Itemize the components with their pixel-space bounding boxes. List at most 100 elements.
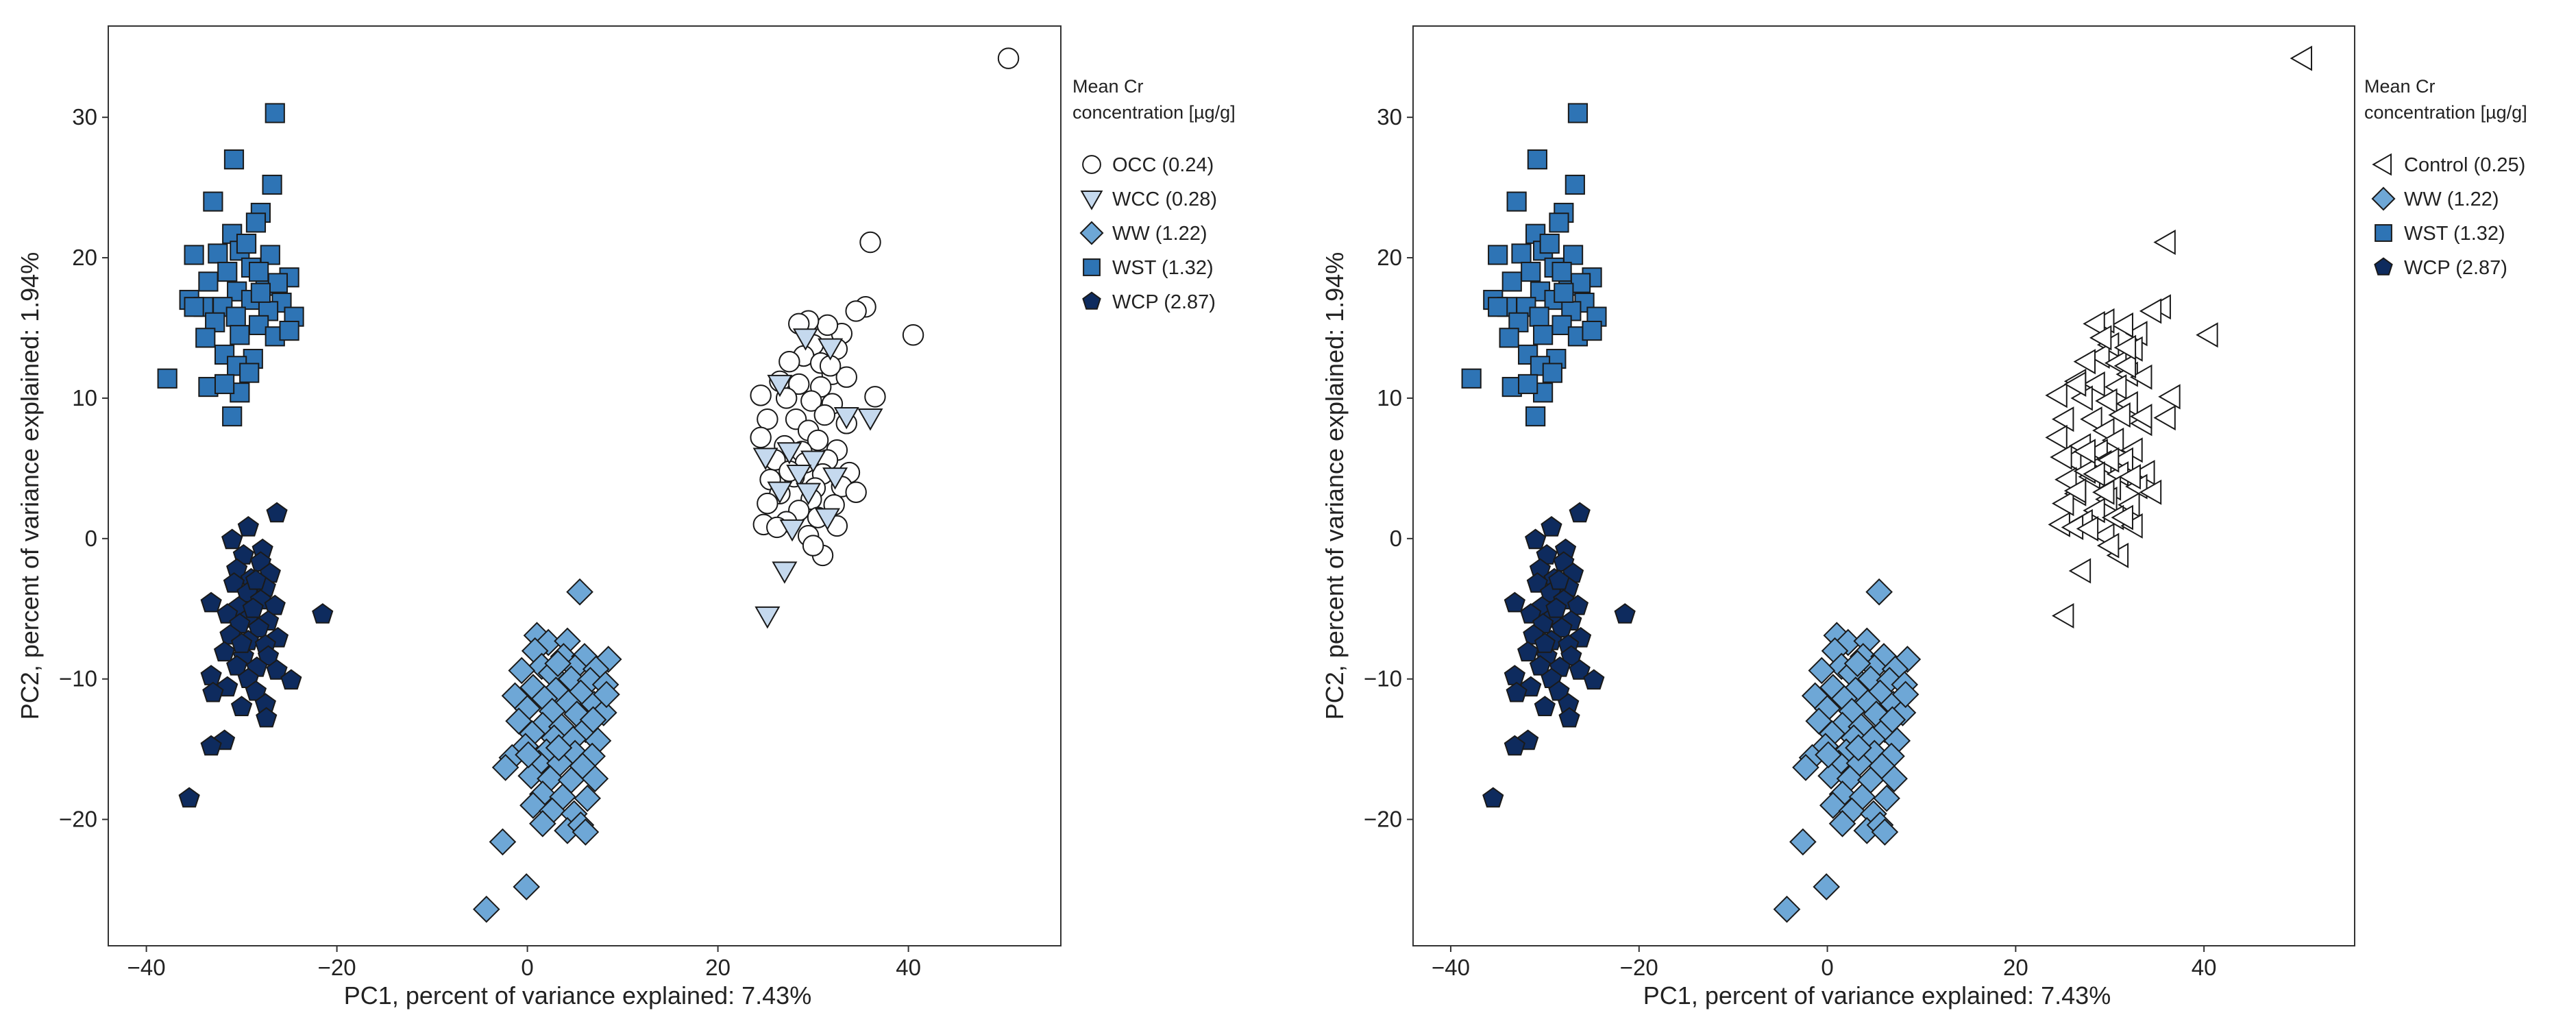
- data-point-WST: [1518, 374, 1538, 395]
- x-tick-label: 20: [2003, 955, 2028, 980]
- data-point-WCP: [202, 681, 224, 702]
- data-point-Control: [2083, 310, 2105, 337]
- data-point-WW: [515, 741, 542, 769]
- data-point-WST: [1511, 243, 1532, 264]
- data-point-WST: [1567, 103, 1588, 123]
- data-point-WCP: [230, 633, 253, 653]
- series-WST: [157, 103, 304, 427]
- data-point-WST: [1533, 325, 1554, 345]
- data-point-WCP: [266, 659, 288, 680]
- data-point-WST: [1488, 297, 1508, 317]
- data-point-WST: [262, 174, 282, 195]
- legend-label: WCP (2.87): [2404, 257, 2507, 279]
- x-tick-label: 0: [1821, 955, 1833, 980]
- legend-label: OCC (0.24): [1112, 154, 1214, 176]
- data-point-WST: [184, 245, 204, 265]
- data-point-OCC: [800, 390, 822, 412]
- data-point-WCP: [312, 603, 334, 624]
- data-point-Control: [2045, 382, 2068, 408]
- data-point-Control: [2068, 558, 2092, 584]
- data-point-Control: [2096, 447, 2120, 473]
- data-point-WCP: [217, 603, 238, 624]
- data-point-WST: [250, 282, 271, 303]
- data-point-WCP: [200, 591, 222, 613]
- data-point-WW: [1871, 818, 1899, 846]
- data-point-WST: [1549, 212, 1569, 233]
- data-point-WST: [1582, 321, 1602, 341]
- data-point-Control: [2051, 602, 2074, 629]
- data-point-OCC: [750, 426, 772, 449]
- data-point-OCC: [997, 47, 1020, 69]
- data-point-WCP: [237, 515, 259, 537]
- data-point-WCP: [248, 617, 270, 638]
- left-pca-panel: −40 −20 0 20 40 −20 −10 0 10 20 30 PC1, percent of …: [16, 25, 1236, 1010]
- data-point-OCC: [778, 350, 800, 373]
- data-point-WST: [1461, 368, 1482, 389]
- data-point-Control: [2095, 388, 2118, 414]
- y-tick-label: 20: [72, 245, 97, 270]
- data-point-Control: [2087, 343, 2110, 369]
- x-tick-label: −40: [1432, 955, 1470, 980]
- series-WW: [473, 578, 622, 923]
- data-point-WST: [1551, 261, 1572, 282]
- data-point-Control: [2045, 424, 2068, 450]
- data-point-WW: [1808, 657, 1836, 685]
- data-point-WST: [184, 297, 204, 317]
- data-point-OCC: [807, 429, 829, 452]
- data-point-WCC: [800, 450, 826, 473]
- data-point-WW: [1878, 706, 1906, 733]
- data-point-Control: [2063, 371, 2087, 397]
- legend-marker-WW: [2371, 186, 2396, 211]
- data-point-WW: [513, 873, 541, 901]
- data-point-WST: [1562, 245, 1584, 265]
- y-tick-label: −20: [59, 807, 97, 832]
- data-point-WST: [217, 261, 238, 282]
- data-point-OCC: [813, 404, 836, 426]
- data-point-OCC: [816, 314, 839, 337]
- data-point-OCC: [845, 481, 867, 503]
- data-point-WW: [508, 657, 536, 685]
- legend-marker-OCC: [1082, 155, 1101, 174]
- legend-title: Mean Cr: [2364, 76, 2436, 97]
- y-tick-label: 30: [1377, 104, 1402, 130]
- data-point-WST: [1554, 282, 1574, 303]
- data-point-Control: [2118, 464, 2141, 490]
- data-point-Control: [2130, 364, 2152, 390]
- legend: Mean Cr concentration [µg/g] Control (0.25…: [2364, 76, 2527, 279]
- data-point-WCP: [213, 641, 236, 662]
- series-WCP: [178, 502, 334, 808]
- y-tick-label: 0: [85, 526, 97, 551]
- data-point-WCP: [1504, 735, 1525, 756]
- data-point-WST: [1501, 271, 1522, 292]
- y-tick-label: 20: [1377, 245, 1402, 270]
- data-point-WST: [1565, 174, 1585, 195]
- data-point-WW: [1845, 734, 1872, 761]
- x-tick-label: 20: [705, 955, 731, 980]
- data-point-WCP: [256, 707, 278, 728]
- data-point-WST: [223, 149, 245, 170]
- data-point-WCC: [786, 464, 812, 487]
- right-pca-panel: −40 −20 0 20 40 −20 −10 0 10 20 30 PC1, percent of …: [1321, 25, 2527, 1010]
- data-point-WW: [1819, 792, 1847, 819]
- data-point-WCP: [1482, 787, 1504, 808]
- data-point-WCP: [1569, 659, 1591, 680]
- x-tick-label: 0: [521, 955, 533, 980]
- data-point-WCP: [1551, 617, 1573, 638]
- data-point-OCC: [845, 300, 867, 322]
- x-tick-label: −20: [1620, 955, 1658, 980]
- data-point-OCC: [788, 373, 810, 395]
- data-point-WW: [1891, 681, 1919, 709]
- data-point-WCP: [1517, 641, 1539, 662]
- y-tick-label: 30: [72, 104, 97, 130]
- data-point-WW: [566, 578, 593, 606]
- data-point-Control: [2153, 230, 2176, 256]
- x-axis-title: PC1, percent of variance explained: 7.43…: [344, 981, 811, 1010]
- data-point-WW: [517, 762, 545, 790]
- data-point-WST: [279, 321, 299, 341]
- data-point-WST: [1527, 149, 1547, 170]
- data-point-Control: [2113, 353, 2137, 379]
- data-point-WCP: [1545, 597, 1567, 618]
- data-point-WST: [225, 306, 246, 327]
- data-point-WCP: [1506, 681, 1528, 702]
